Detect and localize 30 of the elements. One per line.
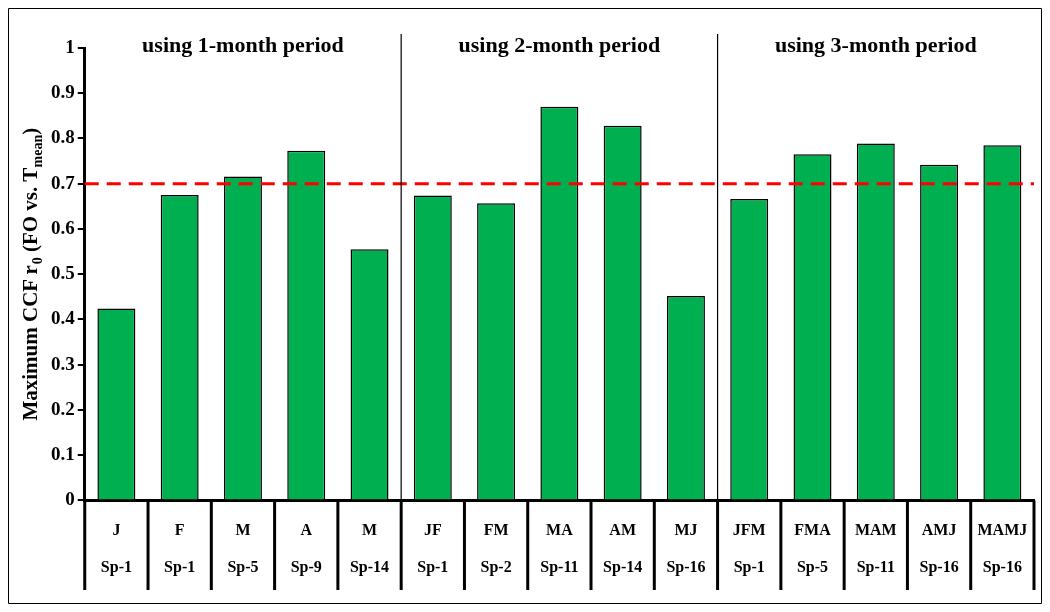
y-tick-label: 1 [65, 35, 75, 57]
category-label: MAMJ Sp-16 [977, 520, 1028, 575]
category-label: JFM Sp-1 [732, 520, 766, 575]
category-label: MJ Sp-16 [666, 520, 706, 575]
y-tick-label: 0 [65, 488, 75, 510]
category-label: FM Sp-2 [480, 520, 512, 575]
category-label: M Sp-14 [349, 520, 390, 575]
category-label: J Sp-1 [100, 520, 132, 575]
y-tick-label: 0.2 [51, 397, 75, 419]
category-label: A Sp-9 [290, 520, 322, 575]
annotation: using 2-month period [458, 31, 661, 57]
category-label: M Sp-5 [227, 520, 259, 575]
y-tick-label: 0.6 [51, 216, 75, 238]
y-tick-label: 0.9 [51, 81, 75, 103]
annotation: using 1-month period [142, 31, 344, 57]
annotation: using 3-month period [774, 31, 977, 57]
y-tick-label: 0.1 [51, 443, 75, 465]
category-label: AM Sp-14 [603, 520, 643, 575]
y-tick-label: 0.4 [51, 307, 76, 329]
category-label: JF Sp-1 [417, 520, 449, 575]
category-label: F Sp-1 [164, 520, 196, 575]
y-axis-title: Maximum CCF r0 (FO vs. Tmean) [18, 127, 45, 421]
y-tick-label: 0.5 [51, 262, 75, 284]
category-label: MA Sp-11 [540, 520, 579, 575]
y-tick-label: 0.8 [51, 126, 75, 148]
y-tick-label: 0.7 [51, 171, 76, 193]
category-label: FMA Sp-5 [794, 520, 831, 575]
category-label: MAM Sp-11 [854, 520, 897, 575]
category-label: AMJ Sp-16 [919, 520, 959, 575]
y-tick-label: 0.3 [51, 352, 75, 374]
